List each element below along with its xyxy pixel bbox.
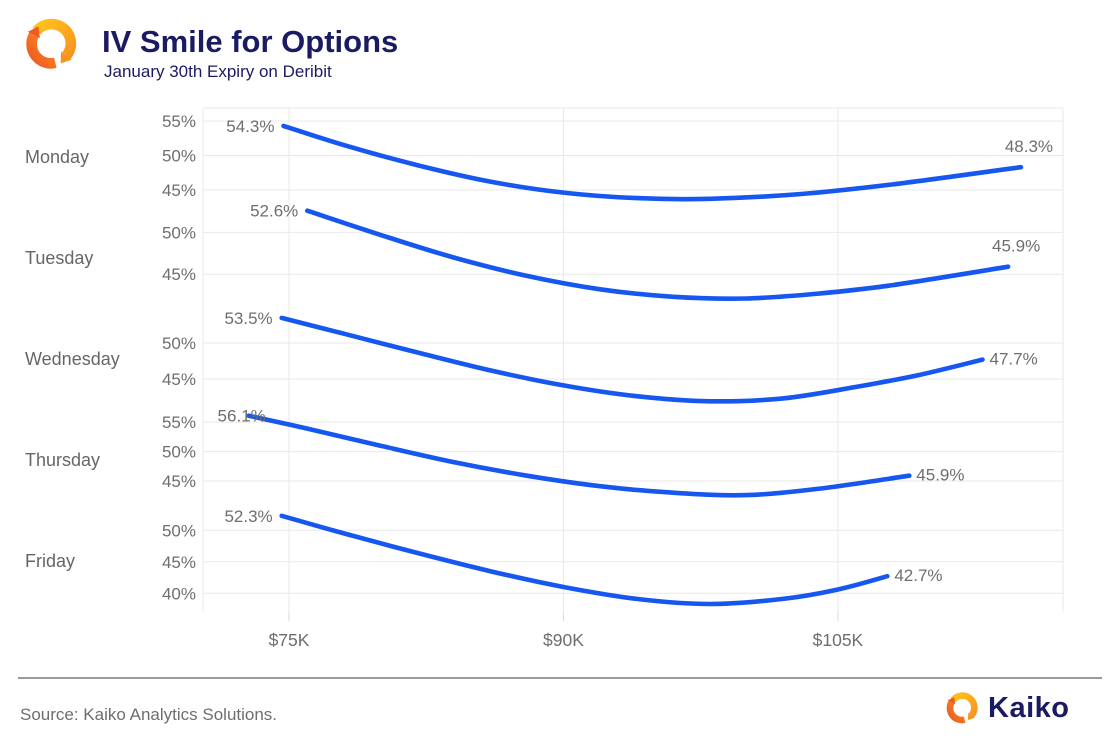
day-label-monday: Monday — [25, 147, 90, 167]
y-tick-label: 45% — [162, 265, 196, 284]
day-label-wednesday: Wednesday — [25, 349, 120, 369]
footer-divider — [18, 677, 1102, 679]
y-tick-label: 40% — [162, 584, 196, 603]
x-tick-label: $105K — [813, 630, 864, 650]
source-text: Source: Kaiko Analytics Solutions. — [20, 705, 278, 724]
start-value-label: 52.6% — [250, 202, 298, 221]
y-tick-label: 45% — [162, 181, 196, 200]
report-header: IV Smile for Options January 30th Expiry… — [0, 0, 1120, 100]
page-subtitle: January 30th Expiry on Deribit — [104, 62, 332, 81]
start-value-label: 54.3% — [226, 117, 274, 136]
end-value-label: 45.9% — [992, 237, 1040, 256]
end-value-label: 45.9% — [916, 466, 964, 485]
y-tick-label: 55% — [162, 112, 196, 131]
iv-curve-tuesday — [305, 208, 1011, 301]
iv-curve-thursday — [246, 413, 912, 498]
iv-curve-wednesday — [279, 315, 985, 404]
y-tick-label: 55% — [162, 413, 196, 432]
y-tick-label: 50% — [162, 443, 196, 462]
end-value-label: 48.3% — [1005, 137, 1053, 156]
iv-curve-friday — [279, 513, 890, 607]
page-title: IV Smile for Options — [102, 24, 399, 59]
end-value-label: 42.7% — [894, 566, 942, 585]
x-tick-label: $90K — [543, 630, 584, 650]
y-tick-label: 50% — [162, 146, 196, 165]
y-tick-label: 45% — [162, 553, 196, 572]
y-tick-label: 50% — [162, 223, 196, 242]
iv-curve-monday — [281, 123, 1024, 202]
day-label-tuesday: Tuesday — [25, 248, 94, 268]
start-value-label: 56.1% — [218, 407, 266, 426]
kaiko-logo-icon — [26, 18, 77, 69]
day-label-friday: Friday — [25, 551, 76, 571]
x-tick-label: $75K — [269, 630, 310, 650]
start-value-label: 53.5% — [224, 309, 272, 328]
day-label-thursday: Thursday — [25, 450, 101, 470]
y-tick-label: 50% — [162, 521, 196, 540]
footer-brand-name: Kaiko — [988, 691, 1070, 724]
start-value-label: 52.3% — [224, 507, 272, 526]
kaiko-footer-logo-icon — [946, 692, 978, 724]
y-tick-label: 45% — [162, 370, 196, 389]
y-tick-label: 50% — [162, 334, 196, 353]
end-value-label: 47.7% — [989, 350, 1037, 369]
footer-brand: Kaiko — [944, 690, 1069, 726]
y-tick-label: 45% — [162, 472, 196, 491]
